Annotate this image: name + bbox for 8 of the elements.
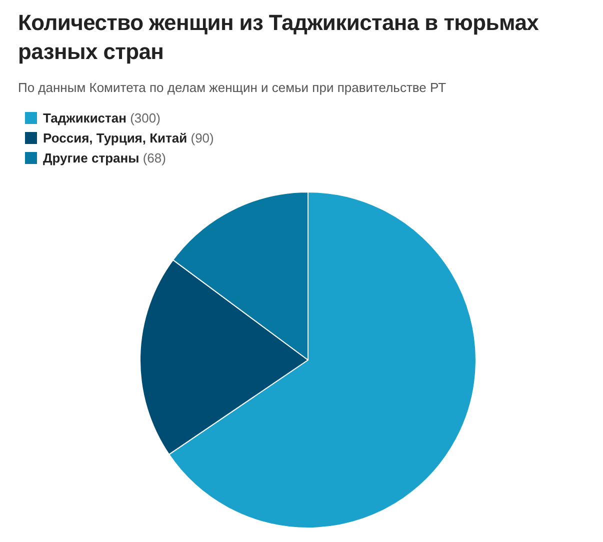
chart-subtitle: По данным Комитета по делам женщин и семьи при правительстве РТ (18, 80, 448, 95)
chart-title: Количество женщин из Таджикистана в тюрьмах разных стран (18, 9, 540, 66)
legend-label: Другие страны (43, 150, 140, 166)
data-label: (300) (126, 110, 160, 126)
legend-label: Россия, Турция, Китай (43, 130, 188, 146)
data-label: (68) (139, 150, 166, 166)
data-label: (90) (187, 130, 214, 146)
legend-label: Таджикистан (43, 110, 126, 126)
